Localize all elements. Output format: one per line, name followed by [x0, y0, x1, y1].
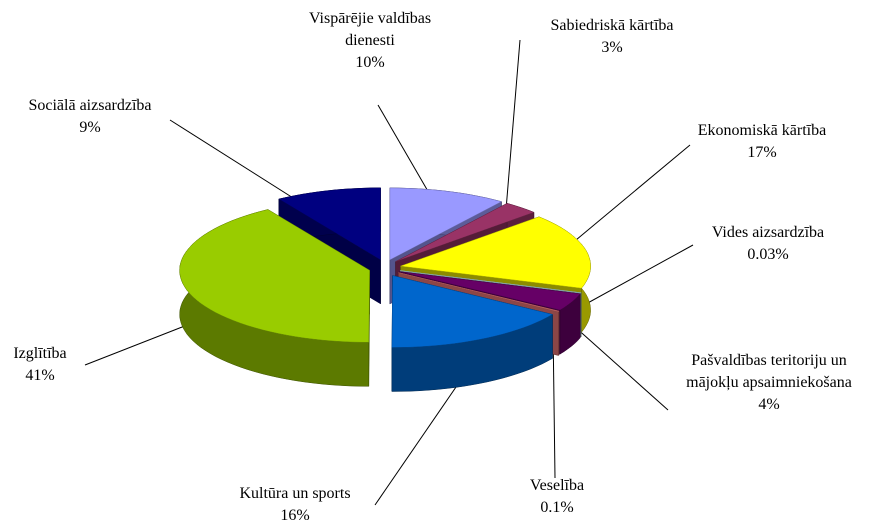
slice-label: Ekonomiskā kārtība 17% [682, 120, 842, 164]
slice [400, 216, 591, 289]
slice [395, 203, 535, 262]
value-label: 10% [355, 54, 385, 71]
slice [399, 271, 581, 311]
value-label: 0.03% [747, 246, 789, 263]
slice-label: Vides aizsardzība 0.03% [688, 222, 848, 266]
value-label: 17% [747, 144, 777, 161]
value-label: 4% [758, 396, 780, 413]
leader-line [569, 144, 691, 246]
slice [179, 209, 370, 343]
slice-label: Sociālā aizsardzība 9% [5, 95, 175, 139]
value-label: 9% [79, 119, 101, 136]
category-label: Sabiedriskā kārtība [550, 17, 674, 34]
category-label: Sociālā aizsardzība [28, 97, 152, 114]
category-label: Veselība [529, 477, 585, 494]
category-label: Kultūra un sports [239, 485, 351, 502]
slice-label: Sabiedriskā kārtība 3% [527, 15, 697, 59]
leader-line [574, 244, 694, 311]
leader-lines [84, 39, 694, 506]
category-label: Vides aizsardzība [711, 224, 825, 241]
leader-line [84, 319, 201, 366]
slices [179, 187, 591, 392]
slice-label: Vispārējie valdības dienesti 10% [295, 8, 445, 74]
category-label: Izglītība [13, 345, 67, 362]
slice [400, 270, 582, 294]
slice [398, 272, 560, 312]
category-label: Vispārējie valdības dienesti [308, 10, 432, 49]
slice-label: Izglītība 41% [0, 343, 80, 387]
value-label: 0.1% [540, 499, 574, 516]
value-label: 3% [601, 39, 623, 56]
leader-line [504, 39, 521, 223]
slice [391, 275, 554, 348]
slice-label: Pašvaldības teritoriju un mājokļu apsaim… [678, 350, 860, 416]
slice-side [558, 310, 560, 356]
category-label: Ekonomiskā kārtība [697, 122, 827, 139]
leader-line [564, 317, 669, 411]
slice [389, 187, 503, 261]
slice-label: Kultūra un sports 16% [215, 483, 375, 524]
slice-label: Veselība 0.1% [502, 475, 612, 519]
slice [278, 187, 381, 261]
category-label: Pašvaldības teritoriju un mājokļu apsaim… [686, 352, 852, 391]
value-label: 41% [25, 367, 55, 384]
value-label: 16% [280, 507, 310, 524]
